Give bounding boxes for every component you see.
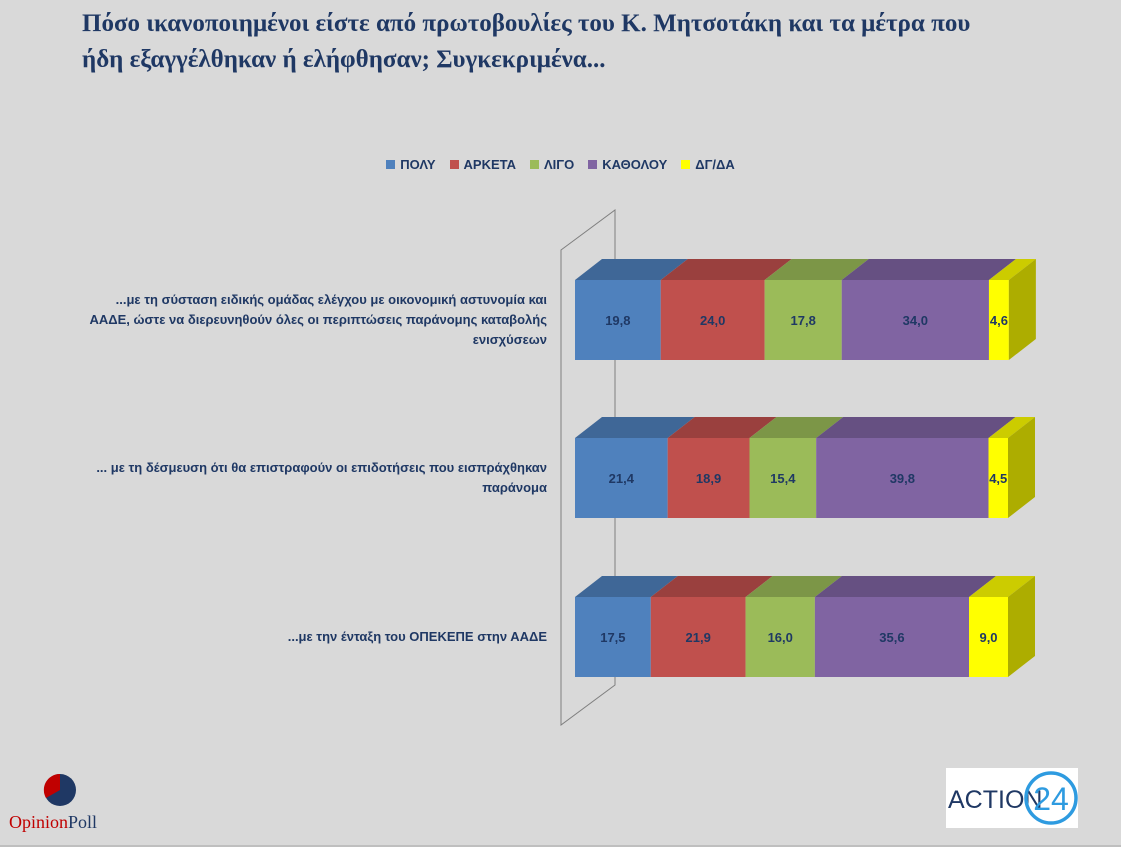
category-label: ...με τη σύσταση ειδικής ομάδας ελέγχου … [27, 290, 547, 350]
category-label: ... με τη δέσμευση ότι θα επιστραφούν οι… [27, 458, 547, 498]
bar-segment [575, 438, 668, 518]
bar-top-face [816, 417, 1016, 438]
data-label: 19,8 [605, 313, 630, 328]
bar-top-face [650, 576, 773, 597]
legend-label: ΛΙΓΟ [544, 157, 575, 172]
legend-item-3: ΚΑΘΟΛΟΥ [588, 157, 667, 172]
bar-top-face [749, 417, 844, 438]
legend-swatch-icon [449, 160, 459, 169]
bar-segment [841, 280, 989, 360]
data-label: 9,0 [979, 630, 997, 645]
opinionpoll-slice-icon [43, 773, 60, 798]
bar-top-face [988, 259, 1036, 280]
bottom-divider [0, 845, 1121, 847]
legend-label: ΠΟΛΥ [400, 157, 436, 172]
data-label: 21,9 [686, 630, 711, 645]
category-label: ...με την ένταξη του ΟΠΕΚΕΠΕ στην ΑΑΔΕ [27, 627, 547, 647]
bar-top-face [575, 576, 678, 597]
data-label: 4,5 [989, 471, 1007, 486]
data-label: 17,8 [791, 313, 816, 328]
legend-label: ΚΑΘΟΛΟΥ [602, 157, 668, 172]
bar-segment [816, 438, 989, 518]
bar-top-face [841, 259, 1016, 280]
bar-side-face [1008, 259, 1036, 360]
data-label: 16,0 [768, 630, 793, 645]
bar-segment [749, 438, 817, 518]
bar-segment [575, 280, 661, 360]
data-label: 34,0 [903, 313, 928, 328]
legend-swatch-icon [386, 160, 396, 169]
data-label: 4,6 [990, 313, 1008, 328]
legend-item-0: ΠΟΛΥ [386, 157, 436, 172]
data-label: 35,6 [879, 630, 904, 645]
chart-title: Πόσο ικανοποιημένοι είστε από πρωτοβουλί… [82, 6, 1082, 78]
data-label: 39,8 [890, 471, 915, 486]
legend-swatch-icon [588, 160, 598, 169]
category-label-line: ...με τη σύσταση ειδικής ομάδας ελέγχου … [115, 292, 547, 307]
category-label-line: ΑΑΔΕ, ώστε να διερευνηθούν όλες οι περιπ… [89, 312, 547, 327]
chart-title-line-1: Πόσο ικανοποιημένοι είστε από πρωτοβουλί… [82, 10, 971, 37]
bar-top-face [660, 259, 792, 280]
bar-top-face [667, 417, 777, 438]
bar-top-face [988, 417, 1035, 438]
bar-top-face [814, 576, 997, 597]
legend-item-2: ΛΙΓΟ [530, 157, 574, 172]
data-label: 18,9 [696, 471, 721, 486]
chart-title-line-2: ήδη εξαγγέλθηκαν ή ελήφθησαν; Συγκεκριμέ… [82, 46, 606, 73]
action24-number: 24 [1033, 781, 1069, 817]
legend-swatch-icon [530, 160, 539, 169]
legend-label: ΑΡΚΕΤΑ [463, 157, 516, 172]
bar-segment [745, 597, 815, 677]
axis-wall [560, 209, 616, 726]
bar-side-face [1008, 576, 1035, 677]
opinionpoll-logo [43, 773, 76, 806]
bar-top-face [575, 417, 695, 438]
opinionpoll-opinion-text: Opinion [9, 812, 69, 832]
legend-item-1: ΑΡΚΕΤΑ [449, 157, 516, 172]
bar-top-face [969, 576, 1035, 597]
category-label-line: παράνομα [482, 480, 547, 495]
bar-segment [814, 597, 970, 677]
category-label-line: ... με τη δέσμευση ότι θα επιστραφούν οι… [96, 460, 547, 475]
category-label-line: ...με την ένταξη του ΟΠΕΚΕΠΕ στην ΑΑΔΕ [287, 629, 547, 644]
legend-swatch-icon [681, 160, 691, 169]
bar-segment [660, 280, 765, 360]
data-label: 17,5 [600, 630, 625, 645]
bar-segment [988, 280, 1009, 360]
data-label: 15,4 [770, 471, 796, 486]
bar-segment [575, 597, 651, 677]
bar-top-face [764, 259, 869, 280]
chart-legend: ΠΟΛΥ ΑΡΚΕΤΑ ΛΙΓΟ ΚΑΘΟΛΟΥ ΔΓ/ΔΑ [0, 157, 1121, 172]
bar-segment [650, 597, 746, 677]
data-label: 24,0 [700, 313, 725, 328]
legend-label: ΔΓ/ΔΑ [695, 157, 735, 172]
bar-top-face [575, 259, 688, 280]
bar-segment [988, 438, 1008, 518]
legend-item-4: ΔΓ/ΔΑ [681, 157, 735, 172]
action24-ring-icon [1024, 771, 1078, 825]
bar-side-face [1008, 417, 1035, 518]
bar-top-face [745, 576, 842, 597]
data-label: 21,4 [609, 471, 635, 486]
action24-logo: ACTION 24 [946, 768, 1078, 828]
opinionpoll-poll-text: Poll [68, 812, 98, 832]
bar-segment [667, 438, 750, 518]
category-label-line: ενισχύσεων [472, 332, 547, 347]
bar-segment [764, 280, 842, 360]
bar-segment [969, 597, 1008, 677]
opinionpoll-wordmark: OpinionPoll [9, 812, 97, 833]
